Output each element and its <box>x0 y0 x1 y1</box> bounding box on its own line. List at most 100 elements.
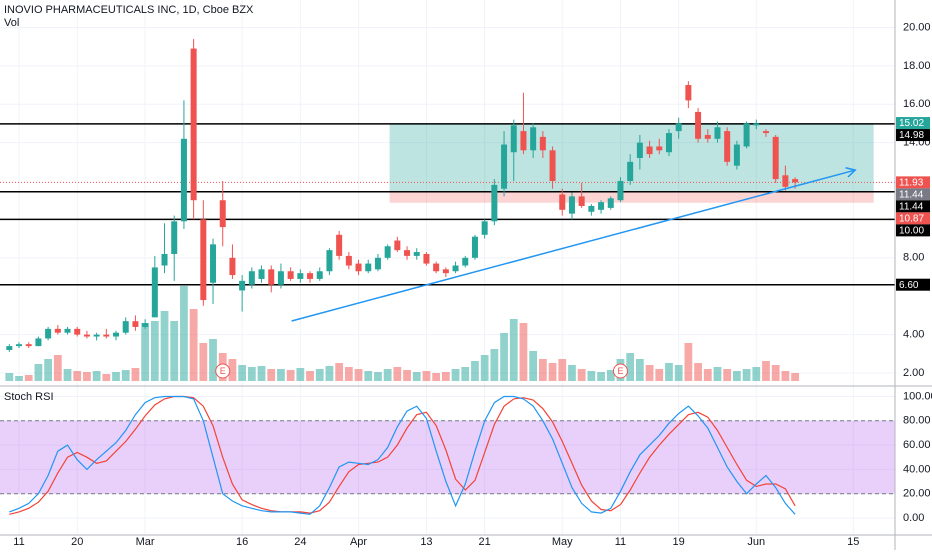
candle-body <box>782 175 789 187</box>
volume-bar <box>267 369 276 381</box>
volume-bar <box>180 286 188 381</box>
candle-body <box>45 328 52 339</box>
price-label-box <box>896 200 930 213</box>
candle-body <box>695 111 702 139</box>
x-tick-label: 16 <box>236 536 248 548</box>
candle-body <box>365 263 372 272</box>
candle-body <box>724 131 731 162</box>
price-label: 11.44 <box>899 190 924 201</box>
volume-bar <box>383 369 392 381</box>
candle-body <box>433 263 440 272</box>
volume-bar <box>209 339 217 381</box>
candle-body <box>471 236 478 258</box>
price-label-box <box>896 176 930 189</box>
candle-body <box>6 346 13 350</box>
candle-body <box>559 194 566 210</box>
stoch-line <box>9 395 796 515</box>
x-tick-label: 13 <box>420 536 432 548</box>
volume-label: Vol <box>4 17 19 29</box>
candle-body <box>636 142 643 158</box>
volume-bar <box>364 371 373 381</box>
volume-bar <box>296 368 305 381</box>
volume-bar <box>325 366 334 381</box>
volume-bar <box>335 363 344 381</box>
volume-bar <box>92 371 101 381</box>
volume-bar <box>548 363 557 381</box>
volume-bar <box>723 369 732 381</box>
candle-body <box>404 250 411 256</box>
x-tick-label: May <box>552 536 573 548</box>
volume-bar <box>83 372 91 381</box>
volume-bar <box>490 349 499 381</box>
volume-bar <box>694 363 702 381</box>
candle-body <box>665 133 672 153</box>
candle-body <box>355 263 362 272</box>
price-label-box <box>896 212 930 225</box>
candle-body <box>268 269 275 285</box>
candle-body <box>219 200 226 228</box>
price-label-box <box>896 224 930 237</box>
volume-bar <box>34 364 43 381</box>
volume-bar <box>451 369 460 381</box>
candle-body <box>74 328 81 335</box>
price-label: 15.02 <box>899 118 924 129</box>
candle-body <box>307 273 314 279</box>
candle-body <box>326 250 333 272</box>
volume-bar <box>538 359 547 381</box>
stoch-tick-label: 80.00 <box>903 415 931 427</box>
price-label: 10.87 <box>899 214 924 225</box>
volume-bar <box>315 369 324 381</box>
candle-body <box>462 257 469 266</box>
candle-body <box>64 328 71 333</box>
x-tick-label: 11 <box>13 536 24 548</box>
candle-body <box>200 219 207 301</box>
candle-body <box>25 344 32 347</box>
volume-bar <box>73 371 82 381</box>
candle-body <box>792 179 799 183</box>
candle-body <box>35 338 42 347</box>
candle-body <box>568 196 575 214</box>
event-marker <box>215 363 231 379</box>
volume-bar <box>480 355 489 381</box>
volume-bar <box>403 370 411 381</box>
volume-bar <box>170 321 179 381</box>
candle-body <box>762 131 769 134</box>
volume-bar <box>626 353 635 381</box>
event-marker <box>612 363 628 379</box>
volume-bar <box>344 367 353 381</box>
trendline <box>291 169 856 322</box>
volume-bar <box>53 355 62 381</box>
candle-body <box>598 202 605 210</box>
stoch-band <box>0 420 895 494</box>
candle-body <box>714 127 721 139</box>
candle-body <box>103 334 110 337</box>
candle-body <box>113 332 120 337</box>
volume-bar <box>752 367 761 381</box>
candle-body <box>530 127 537 151</box>
y-tick-label: 20.00 <box>903 21 931 33</box>
x-tick-label: 19 <box>673 536 685 548</box>
volume-bar <box>762 361 770 381</box>
volume-bar <box>121 370 130 381</box>
volume-bar <box>24 375 33 381</box>
volume-bar <box>393 367 402 381</box>
event-label: E <box>617 366 623 376</box>
volume-bar <box>150 321 159 381</box>
candle-body <box>656 146 663 151</box>
candle-body <box>297 273 304 279</box>
candle-body <box>258 269 265 279</box>
candle-body <box>753 123 760 126</box>
volume-bar <box>63 369 72 381</box>
volume-bar <box>441 372 450 381</box>
candle-body <box>248 271 255 285</box>
volume-bar <box>713 367 722 381</box>
volume-bar <box>645 365 654 381</box>
candle-body <box>501 144 508 189</box>
candle-body <box>510 125 517 153</box>
candle-body <box>277 271 284 285</box>
volume-bar <box>471 361 479 381</box>
x-tick-label: Mar <box>136 536 155 548</box>
candle-body <box>54 328 61 333</box>
candle-body <box>413 252 420 256</box>
candle-body <box>83 334 90 337</box>
